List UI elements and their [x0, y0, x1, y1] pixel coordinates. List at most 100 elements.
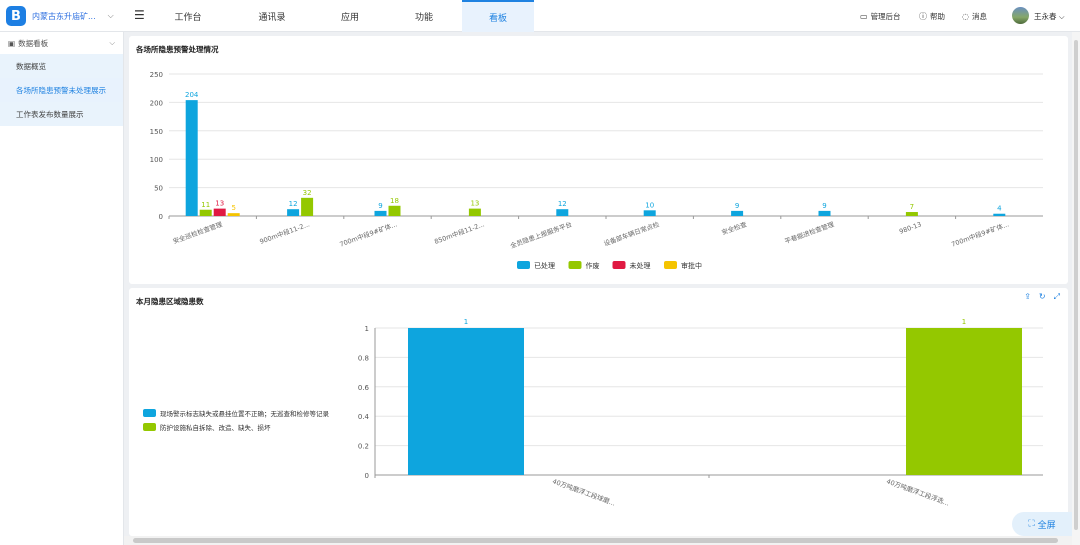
- scroll-thumb[interactable]: [1074, 40, 1078, 530]
- bar-1: [905, 212, 918, 216]
- data-label: 32: [303, 189, 312, 197]
- menu-icon[interactable]: ☰: [134, 8, 145, 22]
- legend-label: 防护设施私自拆除、改造、缺失、损坏: [160, 424, 271, 432]
- y-tick-label: 150: [150, 128, 163, 136]
- x-tick-label: 850m中段11-2...: [433, 219, 486, 245]
- bar-0: [185, 100, 198, 216]
- x-tick-label: 安全巡检检查管理: [171, 219, 223, 245]
- sidebar-group-label: 数据看板: [18, 38, 49, 48]
- y-tick-label: 0: [159, 213, 163, 221]
- sidebar-item-hazard-warnings[interactable]: 各场所隐患预警未处理展示: [0, 78, 123, 102]
- dashboard-icon: ▣: [8, 38, 16, 48]
- chevron-down-icon[interactable]: ⌵: [107, 11, 114, 20]
- tab-dashboard[interactable]: 看板: [462, 0, 534, 32]
- legend-item[interactable]: 现场警示标志缺失或悬挂位置不正确；无巡查和检修等记录: [143, 408, 329, 418]
- messages-label: 消息: [971, 12, 987, 21]
- export-icon[interactable]: ⇪: [1024, 292, 1031, 301]
- bar-0: [287, 209, 300, 216]
- admin-link[interactable]: ▭ 管理后台: [860, 11, 901, 22]
- legend-label: 未处理: [630, 261, 651, 270]
- message-icon: ◌: [962, 12, 969, 21]
- bar-0: [993, 213, 1006, 216]
- refresh-icon[interactable]: ↻: [1038, 292, 1046, 301]
- bar-0: [731, 210, 744, 216]
- sidebar: ▣ 数据看板 ⌵ 数据概览 各场所隐患预警未处理展示 工作表发布数量展示: [0, 32, 124, 545]
- legend-swatch: [568, 261, 582, 269]
- legend-swatch: [517, 261, 530, 269]
- messages-link[interactable]: ◌ 消息: [962, 11, 987, 22]
- data-label: 204: [185, 91, 199, 99]
- user-menu[interactable]: 王永春 ⌵: [1034, 11, 1065, 22]
- data-label: 9: [378, 202, 382, 210]
- y-tick-label: 0.4: [358, 413, 370, 421]
- chart-title: 本月隐患区域隐患数: [136, 297, 204, 306]
- data-label: 5: [231, 204, 235, 212]
- data-label: 13: [470, 200, 479, 208]
- legend-label: 审批中: [681, 261, 702, 270]
- y-tick-label: 100: [150, 156, 163, 164]
- bar-1: [906, 328, 1022, 475]
- hazard-processing-chart: 0 50 100 150 200 250 204 11 13 5 安全巡检检查管理 12 32 900m中…: [150, 71, 1043, 270]
- y-tick-label: 250: [150, 71, 163, 79]
- chevron-down-icon: ⌵: [1058, 12, 1065, 21]
- x-tick-label: 700m中段9#矿体...: [950, 219, 1010, 248]
- legend-label: 已处理: [534, 261, 555, 270]
- data-label: 1: [962, 318, 966, 326]
- card-tools: ⇪ ↻ ⤢: [1024, 292, 1060, 302]
- chart-title: 各场所隐患预警处理情况: [136, 45, 219, 54]
- brand[interactable]: B 内蒙古东升庙矿... ⌵: [6, 6, 114, 26]
- tab-contacts[interactable]: 通讯录: [258, 12, 286, 23]
- avatar[interactable]: [1012, 7, 1029, 24]
- tab-functions[interactable]: 功能: [414, 12, 433, 23]
- data-label: 13: [215, 200, 224, 208]
- tab-apps[interactable]: 应用: [340, 12, 359, 23]
- fullscreen-label: 全屏: [1037, 520, 1056, 531]
- data-label: 9: [735, 202, 739, 210]
- help-link[interactable]: ⓘ 帮助: [919, 11, 945, 22]
- sidebar-item-overview[interactable]: 数据概览: [0, 54, 123, 78]
- data-label: 7: [910, 203, 914, 211]
- fullscreen-button[interactable]: ⛶ 全屏: [1012, 512, 1072, 536]
- x-tick-label: 980-13: [898, 220, 922, 235]
- tab-workbench[interactable]: 工作台: [174, 12, 202, 23]
- bar-0: [374, 210, 387, 216]
- x-tick-label: 全员隐患上报服务平台: [509, 219, 573, 250]
- x-tick-label: 平巷掘进检查管理: [783, 219, 835, 245]
- legend-label: 现场警示标志缺失或悬挂位置不正确；无巡查和检修等记录: [160, 410, 329, 418]
- horizontal-scrollbar[interactable]: [124, 536, 1072, 545]
- vertical-scrollbar[interactable]: [1072, 32, 1080, 545]
- help-label: 帮助: [930, 12, 945, 21]
- scroll-thumb[interactable]: [133, 538, 1058, 543]
- y-tick-label: 200: [150, 99, 163, 107]
- legend-item[interactable]: 防护设施私自拆除、改造、缺失、损坏: [143, 422, 271, 432]
- chevron-down-icon: ⌵: [109, 38, 115, 47]
- bar-3: [227, 213, 240, 216]
- y-tick-label: 0.6: [358, 384, 370, 392]
- help-icon: ⓘ: [919, 12, 927, 21]
- y-tick-label: 0.2: [358, 443, 369, 451]
- hazard-processing-card: 各场所隐患预警处理情况 0 50 100 150 200 250 204 11 13 5 安全巡检检…: [129, 36, 1068, 284]
- y-tick-label: 0.8: [358, 354, 369, 362]
- bar-0: [818, 210, 831, 216]
- x-tick-label: 900m中段11-2...: [258, 219, 311, 245]
- app-name: 内蒙古东升庙矿...: [32, 11, 96, 21]
- x-tick-label: 40万吨磨浮工段球磨...: [551, 476, 617, 507]
- area-hazard-chart: 0 0.2 0.4 0.6 0.8 1 1 40万吨磨浮工段球磨... 1 40万吨磨浮工段浮选.…: [358, 318, 1043, 508]
- bar-0: [556, 209, 569, 216]
- sidebar-item-worksheet-count[interactable]: 工作表发布数量展示: [0, 102, 123, 126]
- expand-icon[interactable]: ⤢: [1053, 292, 1060, 301]
- data-label: 11: [201, 201, 210, 209]
- x-tick-label: 安全检查: [720, 219, 748, 237]
- y-tick-label: 0: [365, 472, 369, 480]
- bar-2: [213, 208, 226, 216]
- legend-swatch: [143, 409, 156, 417]
- data-label: 9: [822, 202, 826, 210]
- sidebar-group-dashboard[interactable]: ▣ 数据看板 ⌵: [0, 32, 123, 54]
- data-label: 12: [558, 200, 567, 208]
- bar-1: [199, 209, 212, 216]
- monitor-icon: ▭: [860, 12, 868, 21]
- fullscreen-icon: ⛶: [1028, 519, 1035, 529]
- x-tick-label: 设备部车辆日常点检: [602, 219, 661, 248]
- legend-label: 作废: [586, 261, 600, 270]
- bar-0: [643, 210, 656, 216]
